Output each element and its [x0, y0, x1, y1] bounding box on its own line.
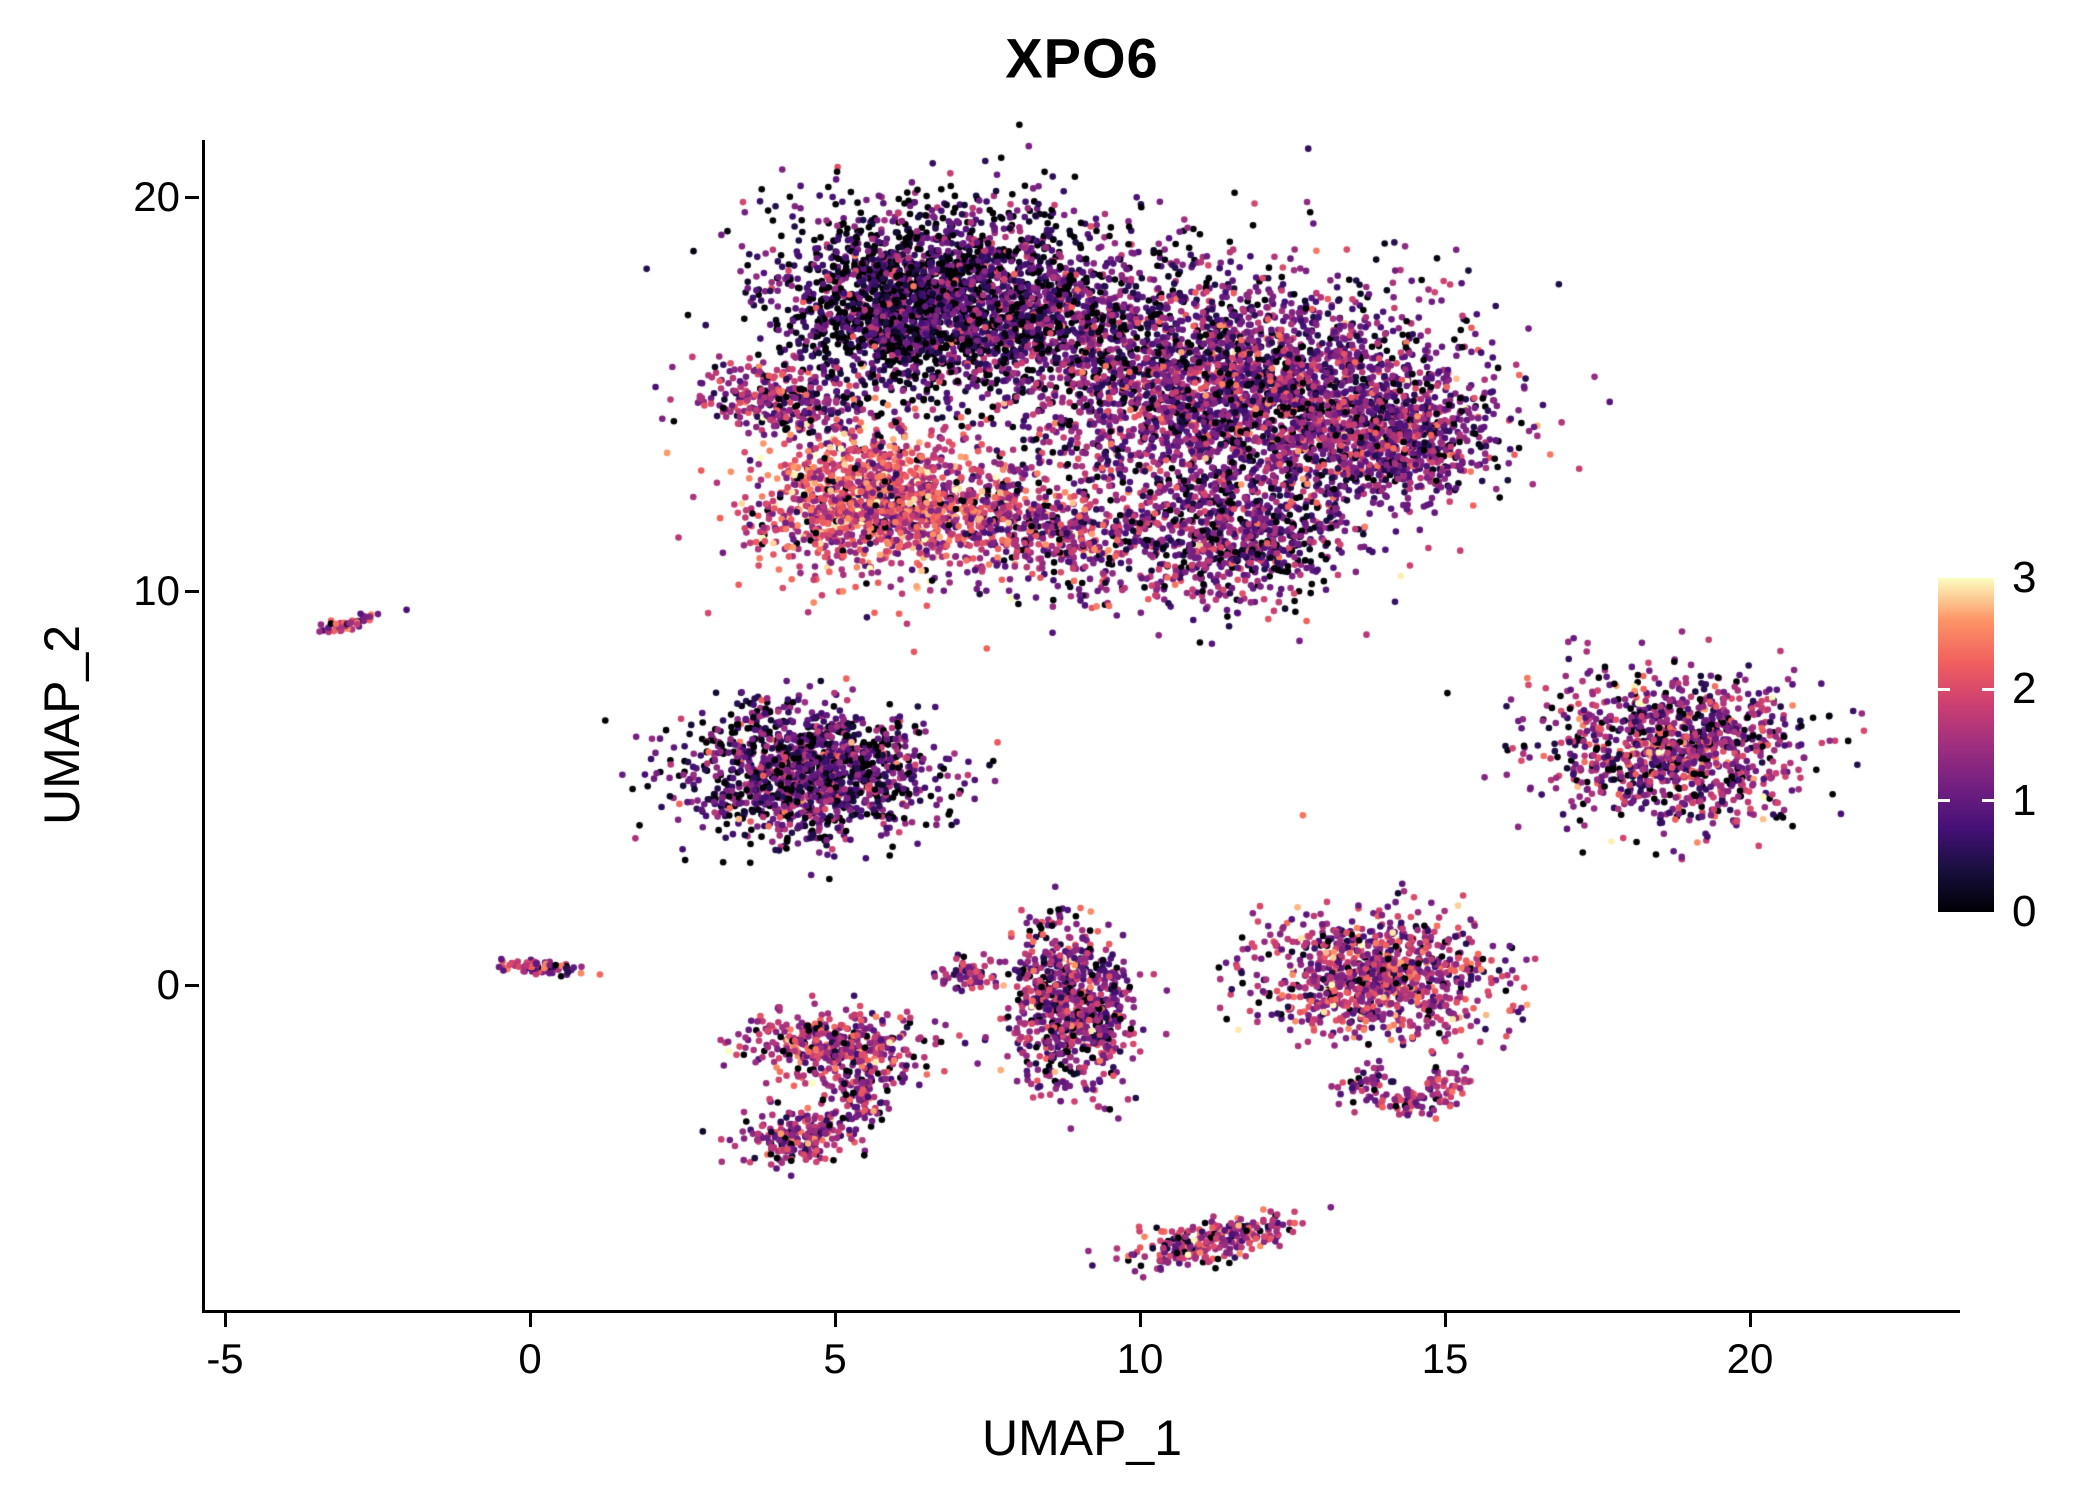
colorbar-tick-label: 0: [2012, 887, 2037, 936]
x-tick-mark: [528, 1313, 532, 1327]
x-tick-label: -5: [206, 1335, 244, 1382]
x-axis-label: UMAP_1: [981, 1410, 1183, 1466]
colorbar-tick-label: 1: [2012, 775, 2037, 825]
y-tick-label: 20: [133, 173, 180, 220]
y-tick-mark: [185, 983, 199, 987]
x-tick-label: 0: [518, 1335, 542, 1382]
y-tick-mark: [185, 589, 199, 593]
colorbar-tick-mark: [1938, 687, 1950, 691]
x-tick-mark: [1748, 1313, 1752, 1327]
colorbar-gradient: [1938, 578, 1994, 912]
y-axis-line: [202, 140, 205, 1313]
x-tick-label: 20: [1726, 1335, 1774, 1382]
y-axis-label: UMAP_2: [34, 624, 90, 826]
colorbar-tick-mark: [1938, 799, 1950, 803]
x-tick-label: 5: [823, 1335, 847, 1382]
x-axis-line: [202, 1310, 1960, 1313]
colorbar-tick-label: 2: [2012, 664, 2037, 714]
y-tick-label: 10: [133, 567, 180, 614]
x-tick-mark: [833, 1313, 837, 1327]
colorbar-tick-label: 3: [2012, 553, 2037, 602]
colorbar-tick-mark: [1982, 687, 1994, 691]
y-tick-label: 0: [156, 961, 180, 1008]
x-tick-mark: [1138, 1313, 1142, 1327]
x-tick-mark: [1443, 1313, 1447, 1327]
x-tick-label: 10: [1116, 1335, 1164, 1382]
x-tick-label: 15: [1421, 1335, 1469, 1382]
x-tick-mark: [223, 1313, 227, 1327]
colorbar-tick-mark: [1982, 799, 1994, 803]
y-tick-mark: [185, 195, 199, 199]
